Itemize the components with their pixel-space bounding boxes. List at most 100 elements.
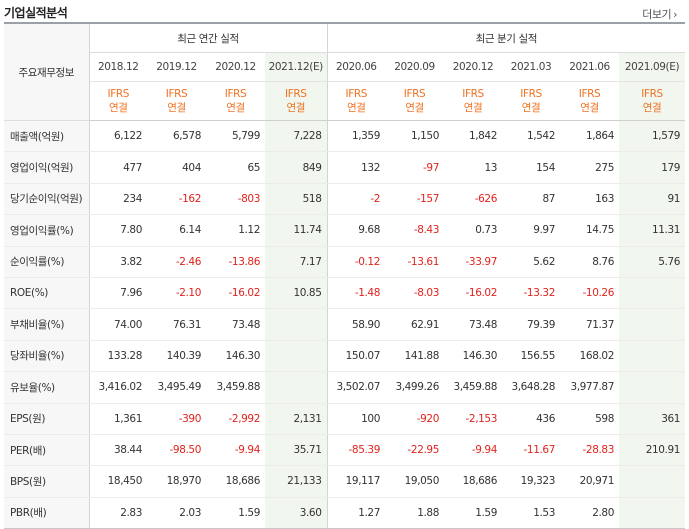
table-row: 영업이익률(%) 7.80 6.14 1.12 11.74 9.68 -8.43 0.73 9.…	[4, 214, 686, 247]
table-cell	[619, 340, 686, 373]
table-cell: 58.90	[326, 308, 385, 341]
row-label: BPS(원)	[4, 465, 90, 498]
table-cell: -33.97	[444, 246, 502, 278]
table-cell: -13.32	[502, 277, 560, 310]
table-cell: 65	[206, 151, 265, 184]
ifrs-row: IFRS 연결 IFRS 연결 IFRS 연결 IFRS 연결 IFRS 연결 IFRS 연결 IFRS…	[4, 81, 686, 121]
row-label: 부채비율(%)	[4, 308, 90, 341]
table-cell: 598	[560, 402, 619, 435]
table-cell: 150.07	[326, 340, 385, 373]
table-cell: 7.17	[265, 246, 327, 278]
table-cell: -13.61	[385, 246, 444, 278]
table-cell: 2.83	[89, 497, 147, 529]
table-cell: -13.86	[206, 246, 265, 278]
table-cell: 132	[326, 151, 385, 184]
table-cell	[619, 497, 686, 529]
table-cell: 20,971	[560, 465, 619, 498]
consolidated-label: 연결	[108, 102, 128, 114]
consolidated-label: 연결	[405, 102, 424, 114]
table-cell: 19,323	[502, 465, 560, 498]
ifrs-cell: IFRS 연결	[444, 81, 502, 121]
table-cell: -390	[147, 402, 206, 435]
ifrs-label: IFRS	[403, 88, 426, 100]
table-cell: 140.39	[147, 340, 206, 373]
section-title: 기업실적분석	[4, 6, 68, 20]
table-cell: 163	[560, 183, 619, 216]
consolidated-label: 연결	[226, 102, 245, 114]
row-label: ROE(%)	[4, 277, 90, 310]
table-cell: 179	[619, 151, 686, 184]
table-cell: 10.85	[265, 277, 327, 310]
chevron-right-icon: ›	[673, 8, 677, 21]
table-cell	[619, 465, 686, 498]
row-label: 영업이익률(%)	[4, 214, 90, 247]
table-cell: 2,131	[265, 402, 327, 435]
table-cell: 79.39	[502, 308, 560, 341]
row-label: PER(배)	[4, 434, 90, 467]
table-cell: -8.03	[385, 277, 444, 310]
period-header: 2021.03	[502, 52, 560, 82]
table-row: 영업이익(억원) 477 404 65 849 132 -97 13 154 275 179	[4, 151, 686, 184]
table-cell: 9.68	[326, 214, 385, 247]
table-cell: 3,648.28	[502, 371, 560, 404]
table-cell: 1,864	[560, 120, 619, 153]
row-label: 유보율(%)	[4, 371, 90, 404]
ifrs-cell: IFRS 연결	[265, 81, 327, 121]
table-cell: 1,359	[326, 120, 385, 153]
period-header: 2021.06	[560, 52, 619, 82]
table-cell: 0.73	[444, 214, 502, 247]
table-cell: 1,150	[385, 120, 444, 153]
table-cell: 1,542	[502, 120, 560, 153]
row-label: 순이익률(%)	[4, 246, 90, 278]
row-label: 영업이익(억원)	[4, 151, 90, 184]
consolidated-label: 연결	[521, 102, 541, 114]
period-header: 2020.06	[326, 52, 385, 82]
table-cell: 154	[502, 151, 560, 184]
table-cell: 1.53	[502, 497, 560, 529]
more-link[interactable]: 더보기 ›	[642, 6, 677, 22]
table-cell: 234	[89, 183, 147, 216]
row-label: PBR(배)	[4, 497, 90, 529]
financial-summary-widget: { "title": "기업실적분석", "more_label": "더보기"…	[4, 6, 686, 529]
table-cell: 7.96	[89, 277, 147, 310]
table-cell: 5.76	[619, 246, 686, 278]
table-cell: 518	[265, 183, 327, 216]
ifrs-label: IFRS	[345, 88, 368, 100]
table-cell: 146.30	[444, 340, 502, 373]
table-cell: 9.97	[502, 214, 560, 247]
table-cell: 3,499.26	[385, 371, 444, 404]
table-cell: 100	[326, 402, 385, 435]
table-cell: -1.48	[326, 277, 385, 310]
table-cell: 156.55	[502, 340, 560, 373]
table-cell	[265, 340, 327, 373]
table-row: 매출액(억원) 6,122 6,578 5,799 7,228 1,359 1,150 1,8…	[4, 120, 686, 153]
table-cell: 1.59	[206, 497, 265, 529]
table-cell: 5,799	[206, 120, 265, 153]
row-label: 매출액(억원)	[4, 120, 90, 153]
annual-group-header: 최근 연간 실적	[89, 23, 327, 53]
ifrs-label: IFRS	[165, 88, 188, 100]
period-header: 2020.09	[385, 52, 444, 82]
table-cell: 3.60	[265, 497, 327, 529]
table-cell: 6.14	[147, 214, 206, 247]
row-header-label: 주요재무정보	[4, 23, 90, 121]
table-cell: 1,842	[444, 120, 502, 153]
table-cell: -803	[206, 183, 265, 216]
table-body: 매출액(억원) 6,122 6,578 5,799 7,228 1,359 1,150 1,8…	[4, 120, 686, 529]
table-row: 유보율(%) 3,416.02 3,495.49 3,459.88 3,502.07 3,…	[4, 371, 686, 404]
consolidated-label: 연결	[167, 102, 186, 114]
period-header-row: 2018.12 2019.12 2020.12 2021.12(E) 2020.06 20…	[4, 52, 686, 82]
table-cell: 62.91	[385, 308, 444, 341]
period-header: 2021.12(E)	[265, 52, 327, 82]
ifrs-cell: IFRS 연결	[89, 81, 147, 121]
table-cell: 436	[502, 402, 560, 435]
table-cell: -28.83	[560, 434, 619, 467]
table-cell: 477	[89, 151, 147, 184]
table-cell: 18,450	[89, 465, 147, 498]
table-cell	[619, 277, 686, 310]
table-cell: -8.43	[385, 214, 444, 247]
ifrs-label: IFRS	[462, 88, 484, 100]
table-cell: 275	[560, 151, 619, 184]
table-cell: 1.27	[326, 497, 385, 529]
table-cell: 849	[265, 151, 327, 184]
